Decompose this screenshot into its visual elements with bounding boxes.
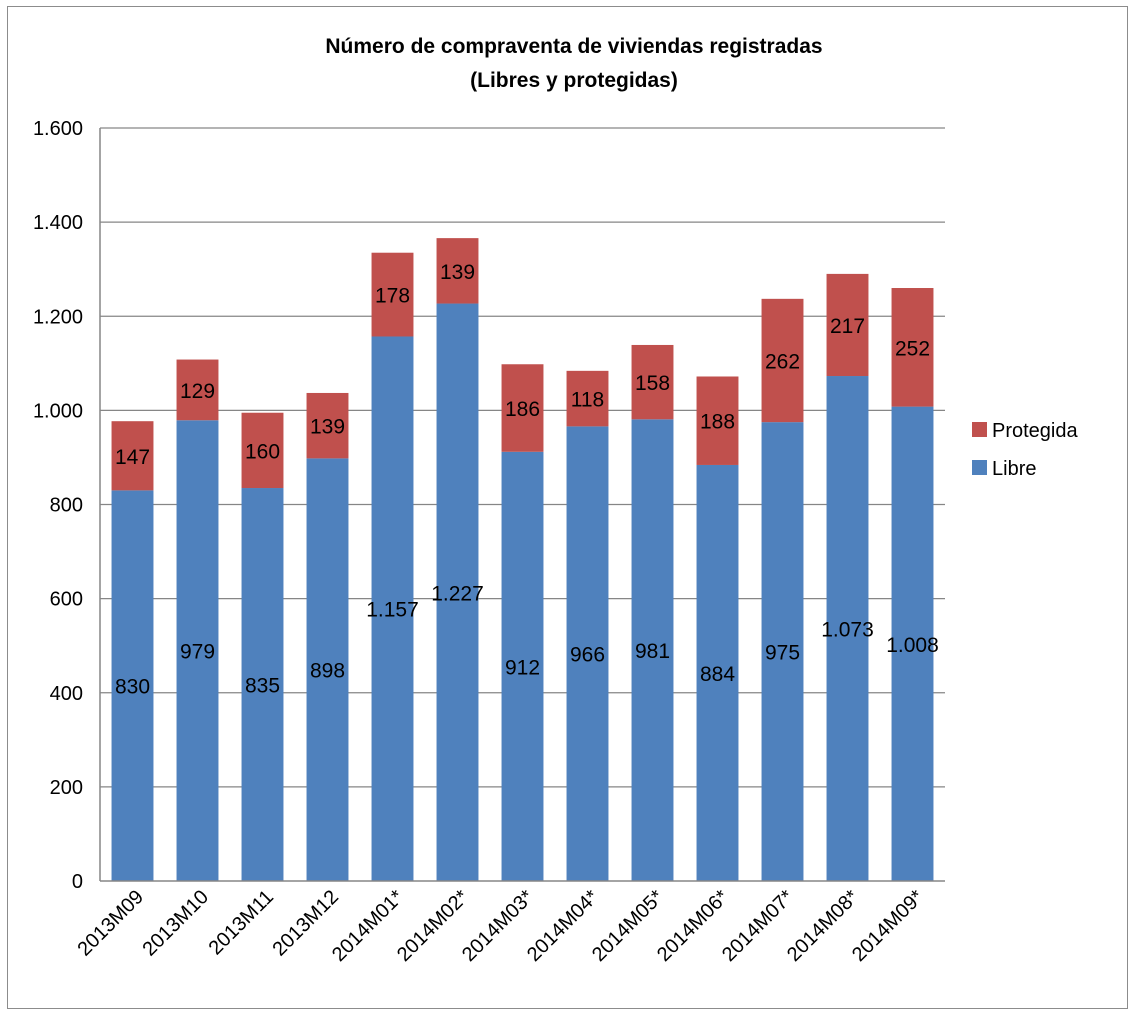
bar-protegida: [436, 238, 479, 304]
legend: Protegida Libre: [972, 420, 1078, 480]
legend-label-protegida: Protegida: [992, 420, 1078, 442]
data-label-libre: 884: [700, 663, 735, 686]
data-label-protegida: 147: [115, 446, 150, 469]
data-label-protegida: 188: [700, 411, 735, 434]
data-label-protegida: 160: [245, 440, 280, 463]
bar-protegida: [696, 376, 739, 465]
bar-libre: [176, 420, 219, 881]
y-tick-label: 200: [50, 777, 83, 799]
data-label-libre: 1.157: [366, 599, 419, 622]
data-label-libre: 912: [505, 656, 540, 679]
data-label-protegida: 252: [895, 337, 930, 360]
legend-label-libre: Libre: [992, 458, 1036, 480]
bar-protegida: [761, 298, 804, 423]
y-axis-ticks: 0 200 400 600 800 1.000 1.200 1.400 1.600: [33, 118, 83, 893]
data-label-protegida: 118: [571, 389, 604, 412]
data-label-libre: 1.227: [431, 582, 484, 605]
bar-libre: [826, 376, 869, 881]
bar-libre: [436, 303, 479, 882]
x-tick-label: 2013M11: [205, 886, 278, 959]
bar-libre: [306, 458, 349, 881]
data-label-libre: 979: [180, 641, 215, 664]
bar-libre: [761, 422, 804, 881]
data-label-protegida: 139: [310, 416, 345, 439]
bar-protegida: [241, 412, 284, 489]
legend-swatch-libre: [972, 460, 987, 475]
bar-protegida: [566, 370, 609, 427]
data-label-libre: 830: [115, 676, 150, 699]
data-labels: 830 147 979 129 835 160 898 139 1.157 178 1.227 139…: [115, 261, 939, 699]
bar-protegida: [306, 392, 349, 459]
bar-libre: [371, 336, 414, 881]
y-tick-label: 400: [50, 683, 83, 705]
bar-libre: [891, 406, 934, 881]
data-label-libre: 835: [245, 675, 280, 698]
bar-libre: [566, 426, 609, 881]
bar-protegida: [826, 273, 869, 377]
data-label-protegida: 178: [375, 285, 410, 308]
y-tick-label: 1.000: [33, 400, 83, 422]
y-tick-label: 1.200: [33, 306, 83, 328]
data-label-protegida: 158: [635, 372, 670, 395]
data-label-libre: 975: [765, 642, 800, 665]
data-label-libre: 966: [570, 644, 605, 667]
bar-protegida: [176, 359, 219, 421]
y-tick-label: 800: [50, 495, 83, 517]
data-label-protegida: 262: [765, 350, 800, 373]
bar-libre: [241, 488, 284, 881]
bar-protegida: [891, 288, 934, 407]
bar-protegida: [631, 344, 674, 420]
bar-libre: [696, 464, 739, 881]
data-label-libre: 1.073: [821, 619, 874, 642]
data-label-protegida: 186: [505, 398, 540, 421]
chart-subtitle: (Libres y protegidas): [470, 69, 678, 92]
bar-protegida: [111, 421, 154, 491]
y-tick-label: 0: [72, 871, 83, 893]
x-tick-label: 2013M10: [139, 886, 214, 961]
bar-libre: [631, 419, 674, 881]
x-tick-label: 2013M09: [74, 886, 149, 961]
x-axis-ticks: 2013M092013M102013M112013M122014M01*2014…: [74, 886, 929, 966]
bar-protegida: [501, 364, 544, 452]
bars: [111, 238, 934, 882]
y-tick-label: 1.400: [33, 212, 83, 234]
y-tick-label: 1.600: [33, 118, 83, 140]
bar-libre: [111, 490, 154, 881]
data-label-protegida: 129: [180, 380, 215, 403]
x-tick-label: 2014M09*: [848, 886, 928, 966]
chart-title: Número de compraventa de viviendas regis…: [325, 35, 822, 58]
data-label-libre: 898: [310, 660, 345, 683]
data-label-libre: 1.008: [886, 634, 939, 657]
y-tick-label: 600: [50, 589, 83, 611]
data-label-protegida: 139: [440, 261, 475, 284]
data-label-protegida: 217: [830, 315, 865, 338]
bar-libre: [501, 451, 544, 881]
data-label-libre: 981: [635, 640, 670, 663]
legend-swatch-protegida: [972, 422, 987, 437]
bar-protegida: [371, 252, 414, 337]
